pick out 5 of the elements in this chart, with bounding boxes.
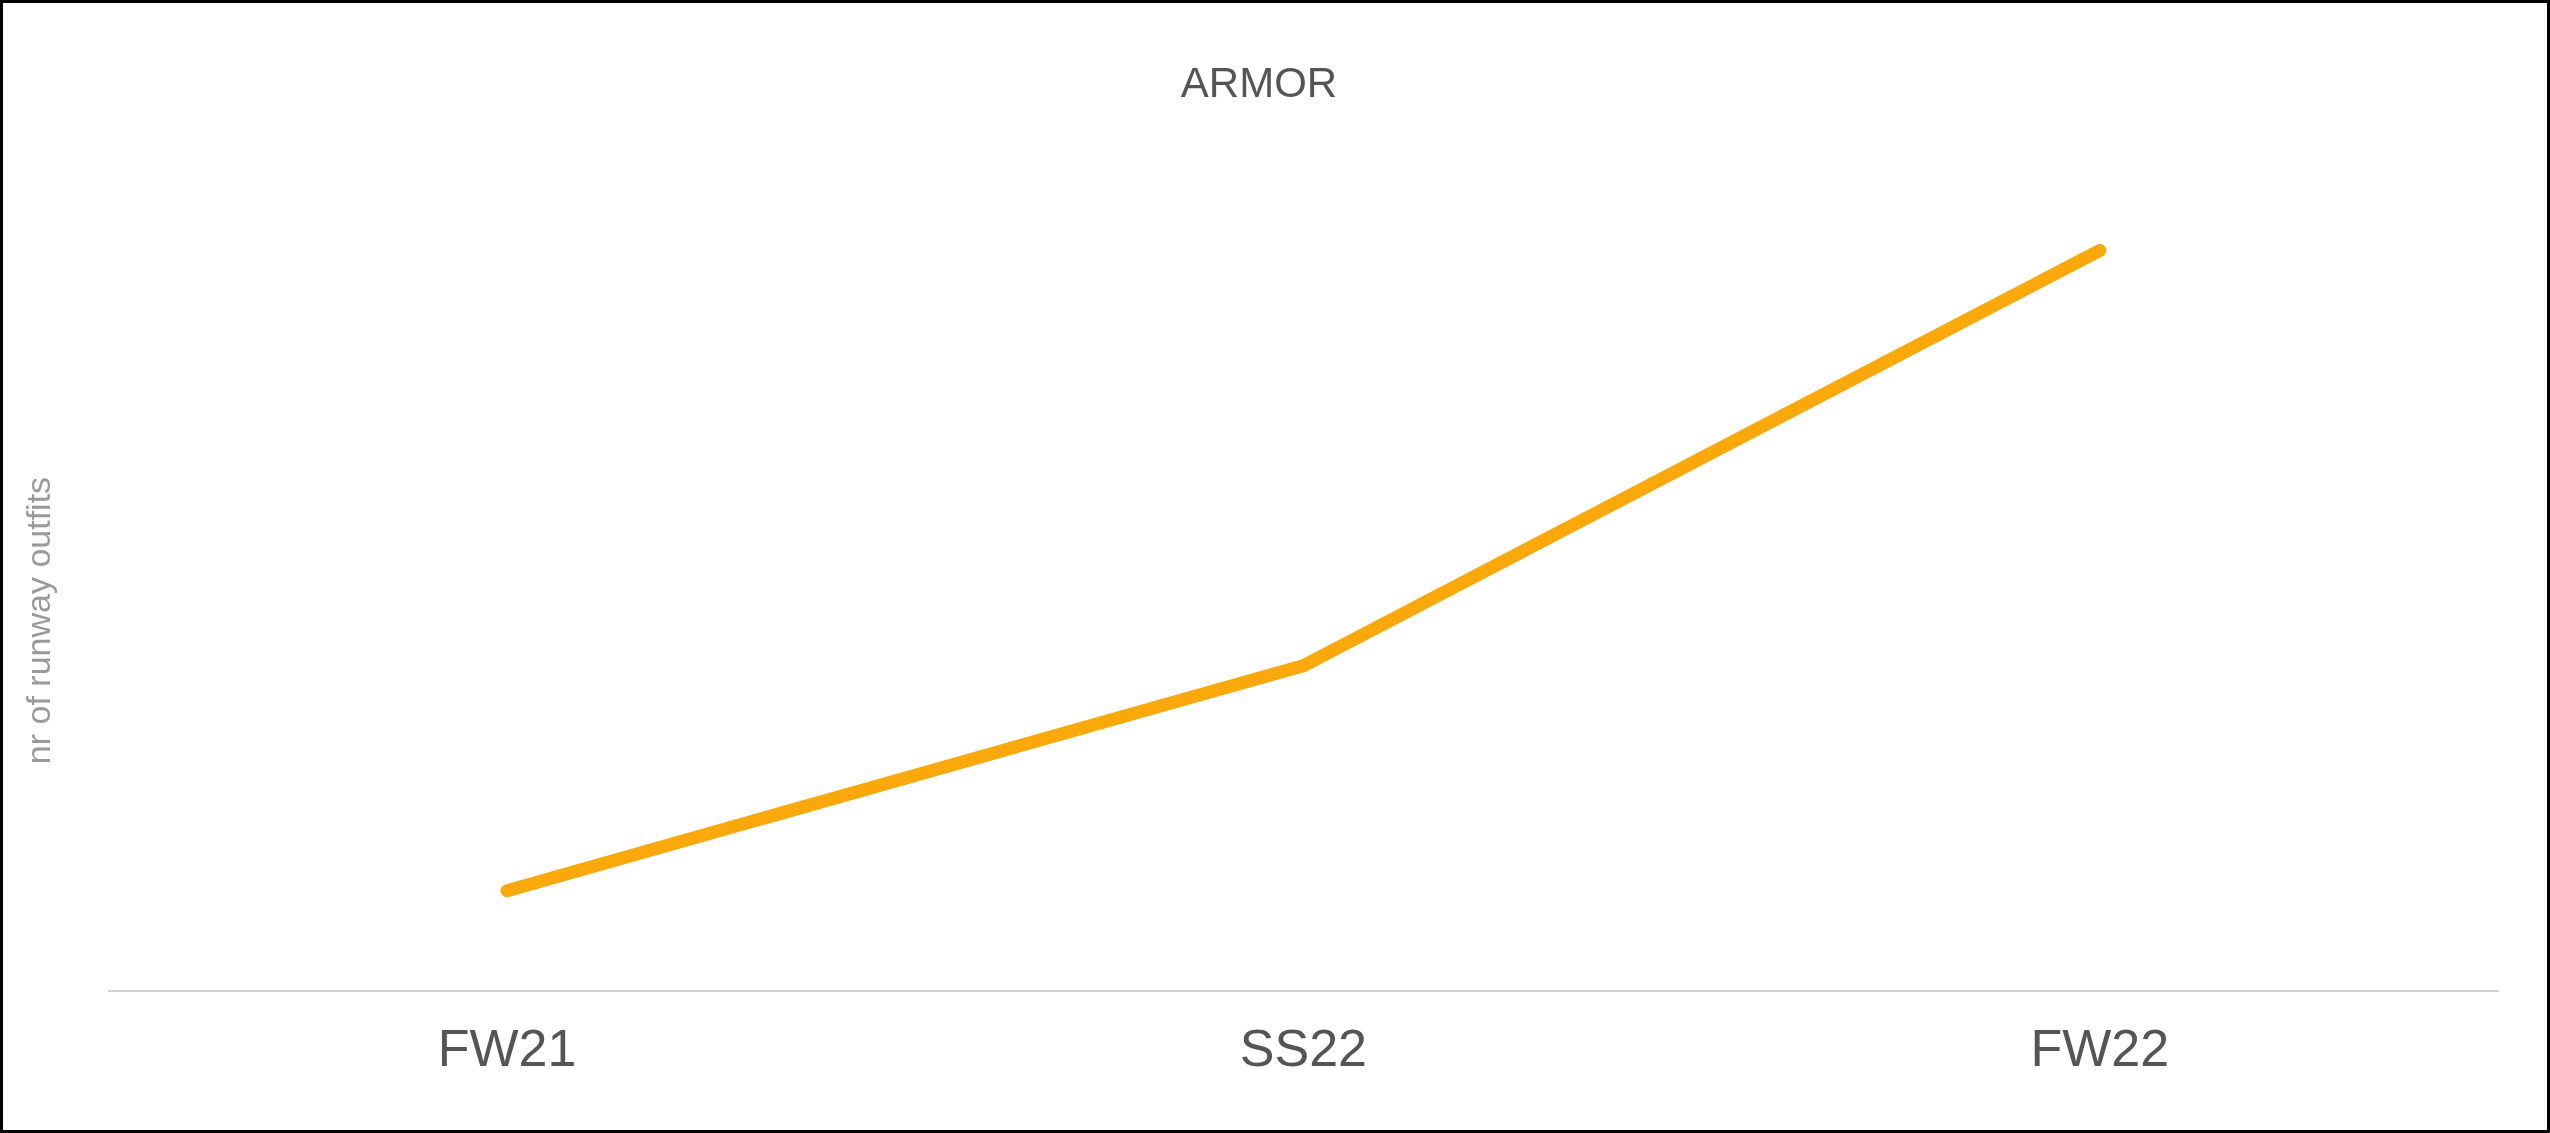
x-tick-label: FW22: [2030, 1019, 2170, 1078]
chart-title: ARMOR: [1180, 58, 1338, 106]
x-tick-label: SS22: [1239, 1019, 1368, 1078]
y-axis-title: nr of runway outfits: [18, 476, 57, 765]
x-tick-label: FW21: [437, 1019, 577, 1078]
